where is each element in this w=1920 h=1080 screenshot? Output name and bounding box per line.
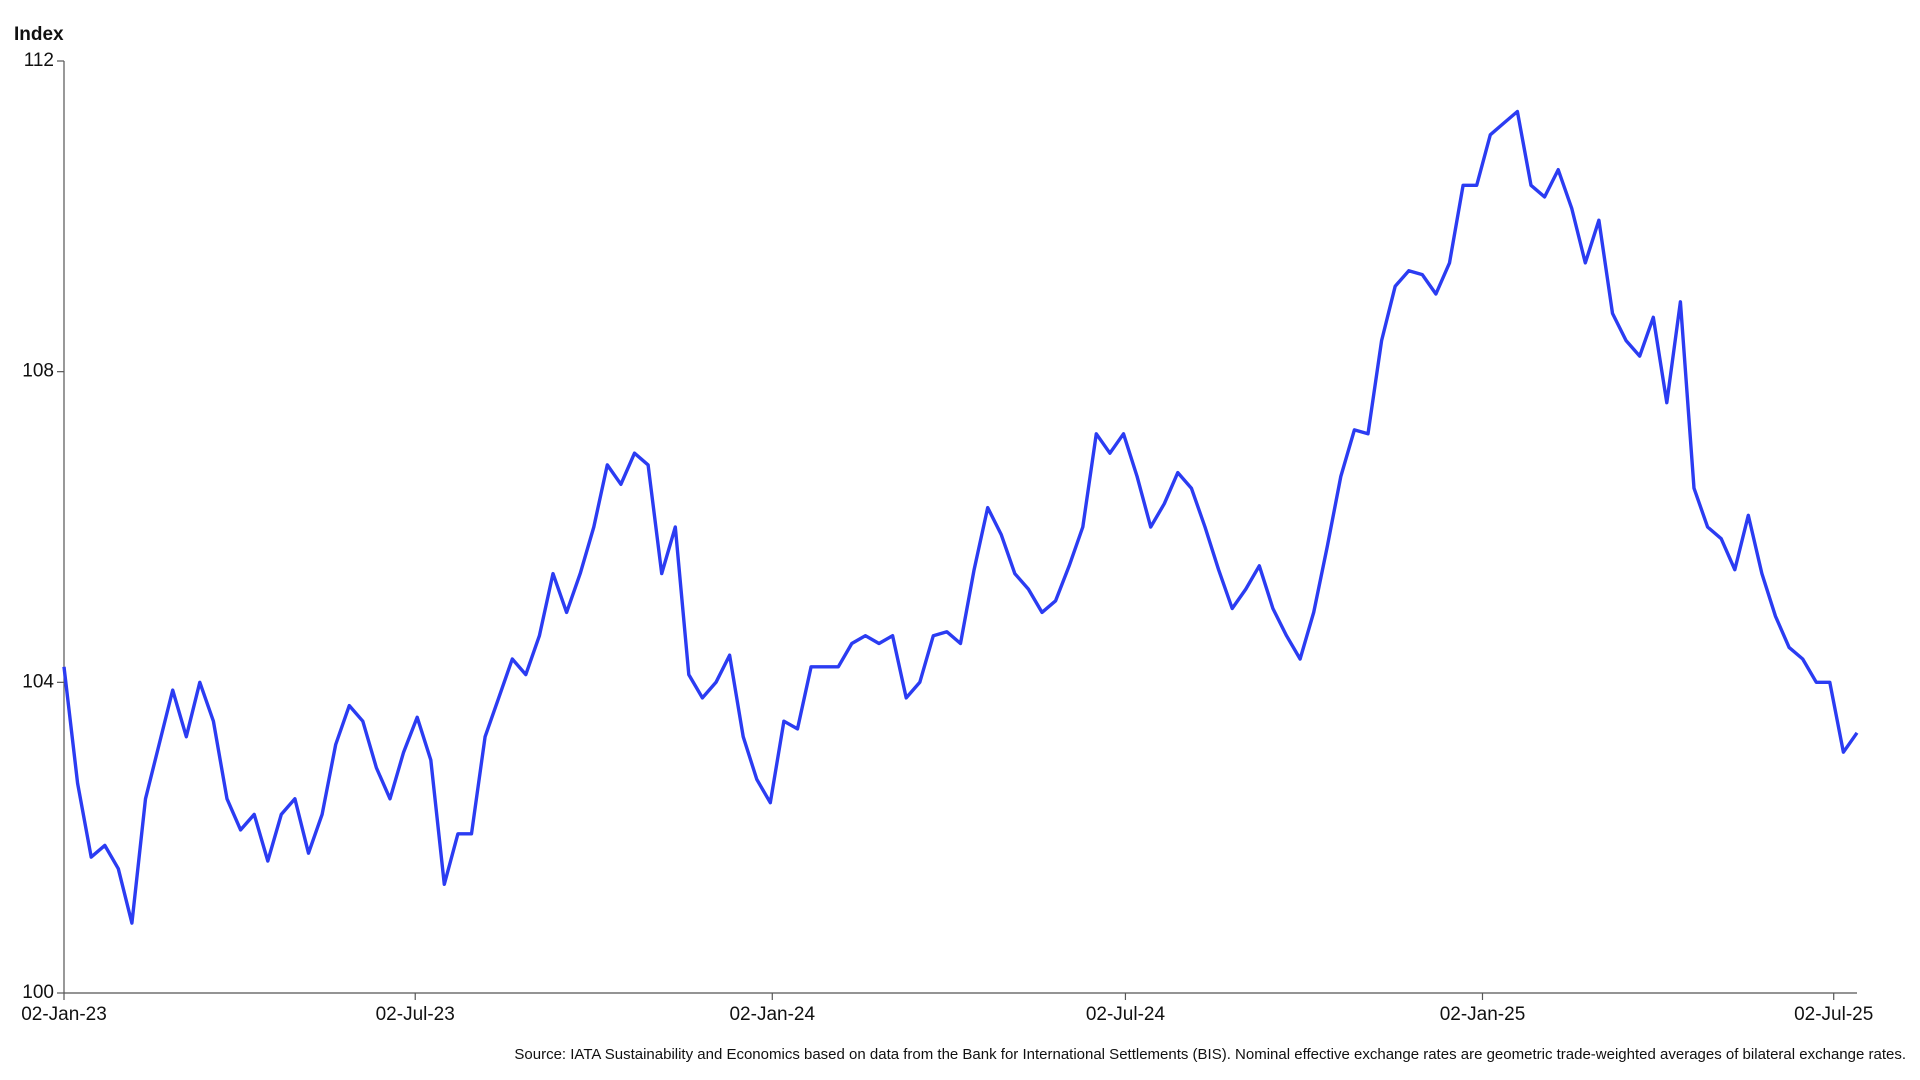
y-axis-label: Index bbox=[14, 24, 64, 45]
y-tick-label: 112 bbox=[24, 50, 54, 71]
x-tick-label: 02-Jul-25 bbox=[1794, 1004, 1873, 1025]
x-tick-label: 02-Jul-24 bbox=[1086, 1004, 1166, 1025]
y-tick-label: 104 bbox=[22, 671, 54, 692]
data-line bbox=[62, 109, 1859, 925]
y-tick-label: 100 bbox=[22, 982, 54, 1003]
y-tick-label: 108 bbox=[22, 361, 54, 382]
x-tick-label: 02-Jan-24 bbox=[729, 1004, 815, 1025]
x-tick-label: 02-Jan-25 bbox=[1440, 1004, 1526, 1025]
source-note: Source: IATA Sustainability and Economic… bbox=[514, 1046, 1906, 1063]
x-tick-label: 02-Jul-23 bbox=[376, 1004, 455, 1025]
x-tick-label: 02-Jan-23 bbox=[21, 1004, 107, 1025]
